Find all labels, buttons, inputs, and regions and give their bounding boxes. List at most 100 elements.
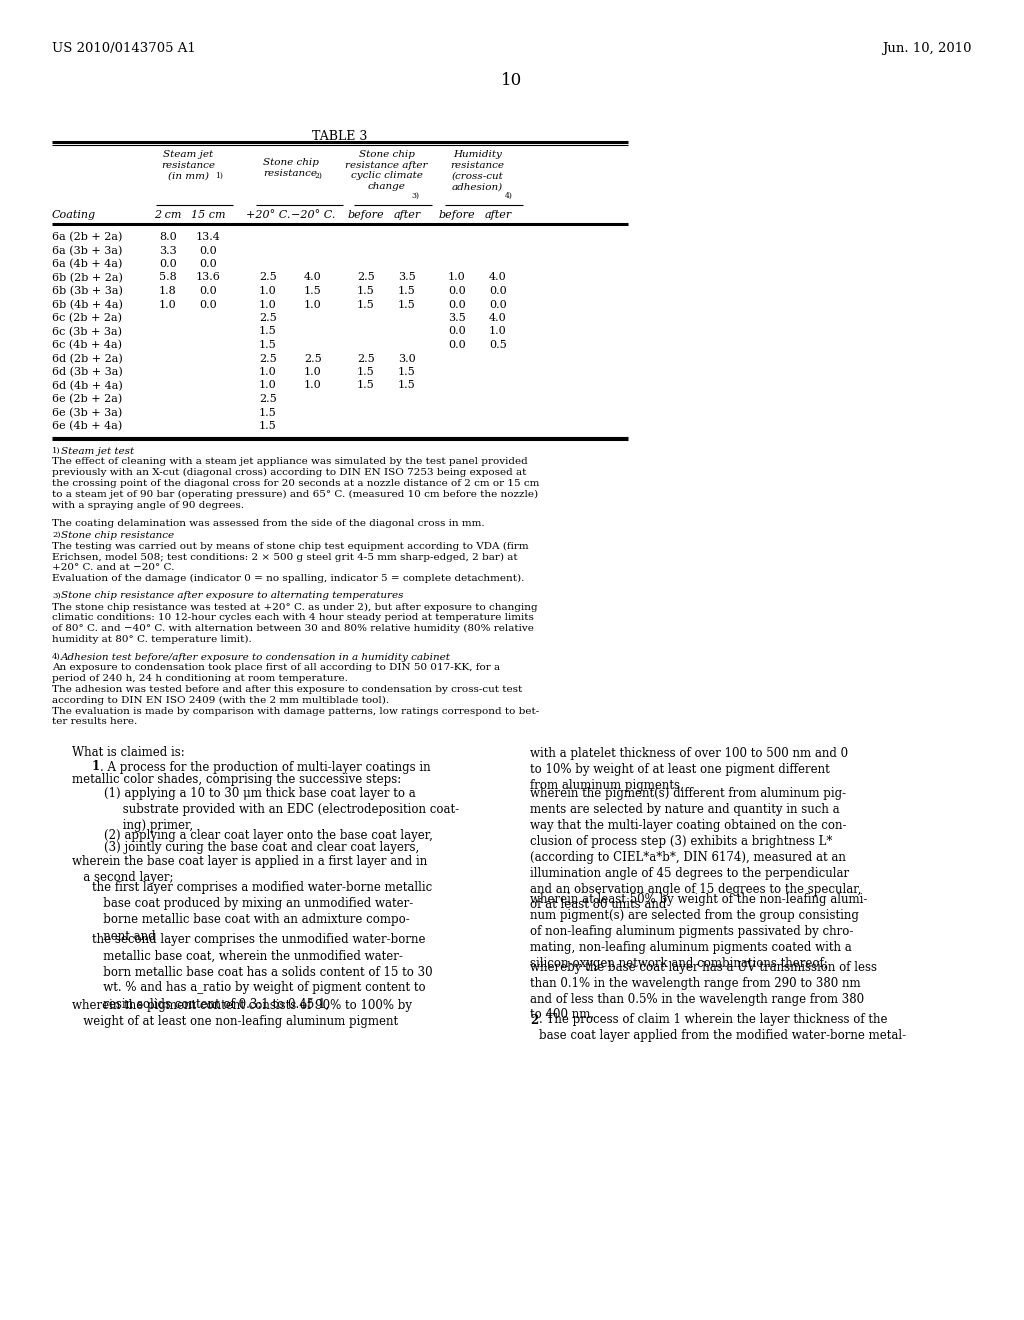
Text: 0.0: 0.0 [199,259,217,269]
Text: 0.0: 0.0 [449,341,466,350]
Text: 15 cm: 15 cm [190,210,225,220]
Text: 6a (3b + 3a): 6a (3b + 3a) [52,246,123,256]
Text: 1.0: 1.0 [259,286,276,296]
Text: 2: 2 [530,1014,539,1027]
Text: 1.5: 1.5 [304,286,322,296]
Text: 1.5: 1.5 [259,421,276,432]
Text: wherein the pigment content consists of 90% to 100% by
   weight of at least one: wherein the pigment content consists of … [72,998,412,1027]
Text: with a platelet thickness of over 100 to 500 nm and 0
to 10% by weight of at lea: with a platelet thickness of over 100 to… [530,747,848,792]
Text: 2): 2) [52,531,60,539]
Text: (3) jointly curing the base coat and clear coat layers,: (3) jointly curing the base coat and cle… [104,842,419,854]
Text: The effect of cleaning with a steam jet appliance was simulated by the test pane: The effect of cleaning with a steam jet … [52,458,540,510]
Text: Adhesion test before/after exposure to condensation in a humidity cabinet: Adhesion test before/after exposure to c… [61,652,451,661]
Text: 13.4: 13.4 [196,232,220,242]
Text: 1.0: 1.0 [259,300,276,309]
Text: 1.0: 1.0 [304,380,322,391]
Text: 6d (3b + 3a): 6d (3b + 3a) [52,367,123,378]
Text: Stone chip
resistance: Stone chip resistance [262,158,318,178]
Text: Steam jet
resistance
(in mm): Steam jet resistance (in mm) [161,150,215,181]
Text: 0.0: 0.0 [199,286,217,296]
Text: +20° C.: +20° C. [246,210,290,220]
Text: 1.0: 1.0 [259,367,276,378]
Text: Humidity
resistance
(cross-cut
adhesion): Humidity resistance (cross-cut adhesion) [451,150,505,191]
Text: the second layer comprises the unmodified water-borne
   metallic base coat, whe: the second layer comprises the unmodifie… [92,933,432,1011]
Text: 4.0: 4.0 [489,272,507,282]
Text: 3): 3) [52,591,60,599]
Text: 1.0: 1.0 [449,272,466,282]
Text: 1.0: 1.0 [304,367,322,378]
Text: 1.5: 1.5 [357,286,375,296]
Text: 4): 4) [52,652,60,660]
Text: 2.5: 2.5 [357,272,375,282]
Text: 6c (2b + 2a): 6c (2b + 2a) [52,313,122,323]
Text: 6b (2b + 2a): 6b (2b + 2a) [52,272,123,282]
Text: 1: 1 [92,760,100,774]
Text: 0.0: 0.0 [489,286,507,296]
Text: whereby the base coat layer has a UV transmission of less
than 0.1% in the wavel: whereby the base coat layer has a UV tra… [530,961,877,1022]
Text: Stone chip resistance after exposure to alternating temperatures: Stone chip resistance after exposure to … [61,591,403,601]
Text: 5.8: 5.8 [159,272,177,282]
Text: 2.5: 2.5 [259,272,276,282]
Text: 1.5: 1.5 [398,380,416,391]
Text: The testing was carried out by means of stone chip test equipment according to V: The testing was carried out by means of … [52,541,528,583]
Text: wherein the pigment(s) different from aluminum pig-
ments are selected by nature: wherein the pigment(s) different from al… [530,787,861,912]
Text: after: after [484,210,512,220]
Text: 0.0: 0.0 [199,300,217,309]
Text: 1.5: 1.5 [357,380,375,391]
Text: 4): 4) [505,191,512,201]
Text: 0.0: 0.0 [489,300,507,309]
Text: 1.0: 1.0 [489,326,507,337]
Text: 3.0: 3.0 [398,354,416,363]
Text: An exposure to condensation took place first of all according to DIN 50 017-KK, : An exposure to condensation took place f… [52,664,540,726]
Text: 6d (2b + 2a): 6d (2b + 2a) [52,354,123,364]
Text: 1): 1) [52,446,60,454]
Text: 2): 2) [314,172,323,180]
Text: 2.5: 2.5 [259,313,276,323]
Text: 10: 10 [502,73,522,88]
Text: 0.0: 0.0 [449,300,466,309]
Text: 0.0: 0.0 [159,259,177,269]
Text: 6c (4b + 4a): 6c (4b + 4a) [52,341,122,350]
Text: The coating delamination was assessed from the side of the diagonal cross in mm.: The coating delamination was assessed fr… [52,520,484,528]
Text: 1.0: 1.0 [259,380,276,391]
Text: 2.5: 2.5 [259,393,276,404]
Text: wherein the base coat layer is applied in a first layer and in
   a second layer: wherein the base coat layer is applied i… [72,855,427,884]
Text: 3.5: 3.5 [398,272,416,282]
Text: 1.5: 1.5 [259,326,276,337]
Text: 6e (4b + 4a): 6e (4b + 4a) [52,421,122,432]
Text: Stone chip
resistance after
cyclic climate
change: Stone chip resistance after cyclic clima… [345,150,428,191]
Text: metallic color shades, comprising the successive steps:: metallic color shades, comprising the su… [72,772,401,785]
Text: 1.0: 1.0 [159,300,177,309]
Text: Jun. 10, 2010: Jun. 10, 2010 [883,42,972,55]
Text: 1.0: 1.0 [304,300,322,309]
Text: 1.5: 1.5 [398,286,416,296]
Text: 2.5: 2.5 [304,354,322,363]
Text: 6e (2b + 2a): 6e (2b + 2a) [52,393,122,404]
Text: 1.8: 1.8 [159,286,177,296]
Text: 1.5: 1.5 [398,300,416,309]
Text: . The process of claim 1 wherein the layer thickness of the
base coat layer appl: . The process of claim 1 wherein the lay… [539,1014,906,1043]
Text: The stone chip resistance was tested at +20° C. as under 2), but after exposure : The stone chip resistance was tested at … [52,602,538,644]
Text: 2.5: 2.5 [259,354,276,363]
Text: −20° C.: −20° C. [291,210,335,220]
Text: the first layer comprises a modified water-borne metallic
   base coat produced : the first layer comprises a modified wat… [92,882,432,942]
Text: 2 cm: 2 cm [155,210,181,220]
Text: . A process for the production of multi-layer coatings in: . A process for the production of multi-… [100,760,431,774]
Text: 1): 1) [215,172,223,180]
Text: 1.5: 1.5 [398,367,416,378]
Text: 4.0: 4.0 [489,313,507,323]
Text: 4.0: 4.0 [304,272,322,282]
Text: 1.5: 1.5 [259,408,276,417]
Text: 6b (3b + 3a): 6b (3b + 3a) [52,286,123,296]
Text: 6a (4b + 4a): 6a (4b + 4a) [52,259,123,269]
Text: 8.0: 8.0 [159,232,177,242]
Text: 3.5: 3.5 [449,313,466,323]
Text: TABLE 3: TABLE 3 [312,129,368,143]
Text: Steam jet test: Steam jet test [61,446,134,455]
Text: 6c (3b + 3a): 6c (3b + 3a) [52,326,122,337]
Text: (1) applying a 10 to 30 μm thick base coat layer to a
     substrate provided wi: (1) applying a 10 to 30 μm thick base co… [104,787,459,832]
Text: 0.0: 0.0 [449,286,466,296]
Text: after: after [393,210,421,220]
Text: 6b (4b + 4a): 6b (4b + 4a) [52,300,123,310]
Text: Coating: Coating [52,210,96,220]
